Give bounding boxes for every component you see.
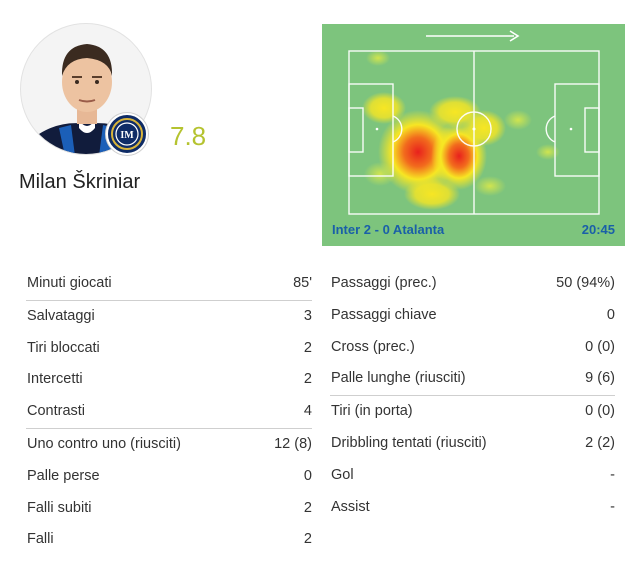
- stat-value: 85': [293, 275, 312, 291]
- stat-value: 3: [303, 307, 312, 324]
- stat-label: Palle lunghe (riusciti): [331, 370, 466, 387]
- stat-value: 2: [303, 499, 312, 516]
- stat-value: 4: [303, 403, 312, 420]
- stat-value: -: [610, 466, 615, 483]
- stat-label: Cross (prec.): [331, 338, 415, 355]
- match-score: Inter 2 - 0 Atalanta: [332, 222, 445, 237]
- stat-label: Passaggi (prec.): [331, 275, 437, 291]
- stat-value: 2: [303, 531, 312, 548]
- stat-value: 50 (94%): [556, 275, 615, 291]
- stat-value: -: [610, 498, 615, 515]
- heatmap-pitch: [348, 50, 600, 215]
- inter-badge-icon: IM: [106, 113, 148, 155]
- stat-label: Gol: [331, 466, 354, 483]
- stat-value: 2 (2): [585, 434, 615, 451]
- stat-row: Passaggi (prec.) 50 (94%): [331, 268, 615, 300]
- stat-value: 0: [303, 467, 312, 484]
- stat-row: Dribbling tentati (riusciti) 2 (2): [331, 428, 615, 460]
- stat-row: Palle perse 0: [27, 461, 312, 493]
- stat-value: 0: [606, 306, 615, 323]
- stat-label: Tiri bloccati: [27, 339, 100, 356]
- player-rating: 7.8: [170, 121, 207, 151]
- stat-row: Uno contro uno (riusciti) 12 (8): [27, 429, 312, 461]
- stat-label: Tiri (in porta): [331, 403, 413, 420]
- stat-row: Palle lunghe (riusciti) 9 (6): [331, 363, 615, 395]
- stat-row: Intercetti 2: [27, 364, 312, 396]
- stat-label: Contrasti: [27, 403, 86, 420]
- stat-value: 9 (6): [585, 370, 615, 387]
- stat-label: Passaggi chiave: [331, 306, 437, 323]
- heatmap-card: Inter 2 - 0 Atalanta 20:45: [322, 24, 625, 246]
- divider: [330, 395, 615, 397]
- stats-table-left: Minuti giocati 85' Salvataggi 3 Tiri blo…: [26, 268, 312, 556]
- arrow-right-icon: [426, 30, 520, 42]
- stat-row: Tiri bloccati 2: [27, 333, 312, 365]
- stat-value: 2: [303, 339, 312, 356]
- divider: [26, 299, 312, 301]
- stats-table-right: Passaggi (prec.) 50 (94%) Passaggi chiav…: [330, 268, 615, 524]
- stat-row: Tiri (in porta) 0 (0): [331, 396, 615, 428]
- stat-row: Gol -: [331, 460, 615, 492]
- stat-label: Assist: [331, 498, 370, 515]
- stat-row: Contrasti 4: [27, 396, 312, 428]
- stat-row: Cross (prec.) 0 (0): [331, 332, 615, 364]
- stat-value: 2: [303, 371, 312, 388]
- stat-label: Falli subiti: [27, 499, 92, 516]
- stat-label: Falli: [27, 531, 54, 548]
- stat-row: Assist -: [331, 492, 615, 524]
- stat-value: 12 (8): [274, 435, 312, 452]
- stat-value: 0 (0): [585, 338, 615, 355]
- stat-row: Minuti giocati 85': [27, 268, 312, 300]
- stat-row: Salvataggi 3: [27, 301, 312, 333]
- stat-row: Falli 2: [27, 524, 312, 556]
- stat-label: Palle perse: [27, 467, 100, 484]
- stat-row: Falli subiti 2: [27, 493, 312, 525]
- stat-label: Minuti giocati: [27, 275, 112, 291]
- divider: [26, 427, 312, 429]
- stat-value: 0 (0): [585, 403, 615, 420]
- stat-label: Uno contro uno (riusciti): [27, 435, 181, 452]
- stat-label: Intercetti: [27, 371, 83, 388]
- stat-label: Salvataggi: [27, 307, 95, 324]
- svg-text:IM: IM: [120, 130, 134, 141]
- match-kickoff-time: 20:45: [581, 222, 615, 237]
- stat-label: Dribbling tentati (riusciti): [331, 434, 487, 451]
- stat-row: Passaggi chiave 0: [331, 300, 615, 332]
- player-name: Milan Škriniar: [19, 171, 141, 193]
